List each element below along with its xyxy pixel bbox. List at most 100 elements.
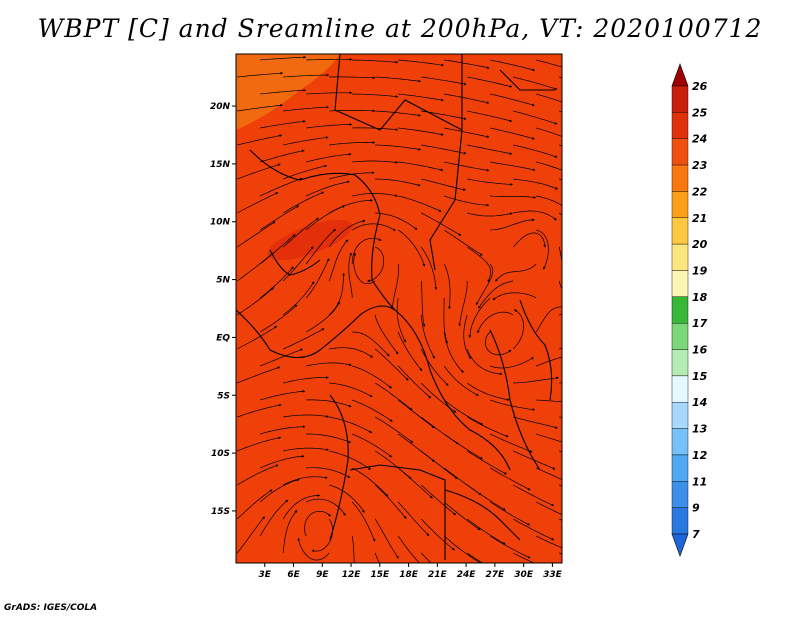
streamline [475, 263, 494, 306]
colorbar-swatch [671, 481, 689, 508]
streamline [467, 144, 513, 155]
streamline [490, 467, 531, 491]
colorbar-swatch [671, 296, 689, 324]
streamline [490, 127, 536, 140]
streamline [490, 218, 535, 231]
streamline [582, 332, 626, 338]
streamline [260, 348, 304, 367]
streamline [421, 144, 467, 155]
streamline [237, 103, 283, 112]
streamline [444, 195, 490, 207]
streamline [348, 252, 353, 299]
wbpt-shading [236, 54, 562, 563]
streamline [536, 535, 562, 549]
streamline [582, 366, 626, 371]
lon-label: 6E [287, 570, 300, 580]
colorbar-swatch [671, 428, 689, 456]
lon-label: 9E [316, 570, 329, 580]
streamline [458, 281, 468, 327]
streamline [374, 552, 380, 563]
streamline [582, 536, 624, 552]
streamline [467, 552, 484, 563]
streamline [466, 518, 506, 545]
streamline [535, 306, 562, 333]
streamline [420, 348, 449, 386]
latitude-axis: 20N 15N 10N 5N EQ 5S 10S 15S [210, 102, 236, 517]
streamline [484, 331, 512, 356]
streamline [306, 123, 353, 129]
streamline [260, 304, 298, 333]
streamline [513, 484, 555, 507]
streamline [260, 389, 306, 401]
lat-label: 15S [211, 507, 230, 517]
streamline [260, 205, 300, 231]
streamline [236, 252, 274, 282]
streamline [398, 195, 442, 212]
colorbar-label: 17 [692, 317, 708, 330]
streamline [306, 180, 350, 197]
streamline [311, 518, 333, 553]
streamline [512, 309, 524, 350]
colorbar: 26 25 24 23 22 21 20 19 18 17 16 15 14 13 12 11 9 7 [671, 63, 708, 557]
streamline [282, 281, 315, 316]
streamline [443, 365, 479, 396]
streamline [237, 325, 278, 350]
streamline [444, 161, 490, 172]
streamline [536, 399, 562, 403]
streamline [467, 212, 513, 217]
streamline [467, 450, 507, 475]
streamline [513, 518, 555, 541]
streamline [374, 314, 399, 355]
streamline [260, 455, 305, 469]
longitude-axis: 3E 6E 9E 12E 15E 18E 21E 24E 27E 30E 33E [259, 563, 563, 580]
streamline [283, 476, 328, 486]
streamline [260, 88, 307, 95]
streamline [582, 94, 624, 111]
streamline [352, 433, 393, 458]
streamline [420, 314, 435, 359]
streamline [536, 161, 562, 171]
streamline [467, 416, 509, 438]
streamline [283, 136, 329, 146]
streamline [236, 516, 265, 554]
lon-label: 33E [543, 570, 563, 580]
streamline [260, 177, 303, 197]
streamline [375, 178, 421, 187]
streamline [397, 501, 430, 537]
streamline [444, 59, 490, 69]
streamline [582, 298, 624, 314]
colorbar-top-arrow [671, 63, 689, 87]
streamline [421, 178, 466, 191]
colorbar-label: 9 [692, 502, 700, 515]
colorbar-label: 21 [692, 212, 707, 225]
lon-label: 30E [514, 570, 534, 580]
streamline [283, 164, 328, 180]
streamline [351, 237, 382, 265]
streamline [492, 292, 537, 300]
colorbar-swatch [671, 191, 689, 218]
colorbar-label: 11 [692, 475, 707, 488]
lat-label: 15N [210, 160, 231, 170]
streamline [375, 76, 422, 83]
streamline [352, 193, 398, 197]
streamline [582, 502, 623, 520]
streamline [374, 518, 399, 559]
streamline [559, 416, 562, 418]
streamline [397, 365, 432, 399]
streamline [375, 144, 422, 151]
streamline [282, 494, 321, 520]
streamline [582, 196, 618, 222]
streamline [463, 314, 472, 360]
streamline [398, 59, 445, 67]
streamline [536, 356, 562, 367]
streamline [375, 110, 422, 117]
lon-label: 18E [399, 570, 419, 580]
colorbar-label: 15 [692, 370, 708, 383]
streamline [375, 416, 414, 444]
streamline [559, 76, 562, 79]
country-borders [236, 54, 555, 560]
lat-label: 20N [210, 102, 231, 112]
streamline [490, 195, 537, 199]
streamline [237, 192, 279, 214]
streamline [582, 400, 626, 410]
